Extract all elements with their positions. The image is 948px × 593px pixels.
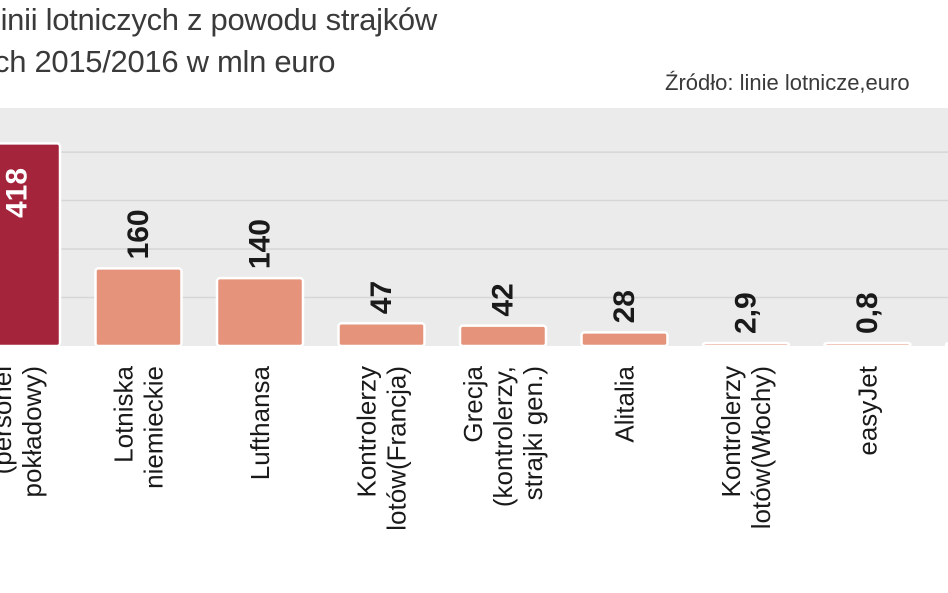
chart-title-line-1: linii lotniczych z powodu strajków — [0, 2, 437, 37]
category-label: (personel — [0, 366, 17, 474]
category-label: lotów(Francja) — [382, 366, 412, 531]
value-label: 418 — [1, 168, 34, 218]
category-label: Kontrolerzy — [716, 366, 746, 498]
value-label: 42 — [487, 283, 520, 316]
category-label: Alitalia — [610, 365, 640, 442]
value-label: 160 — [122, 209, 155, 259]
chart-source-note: Źródło: linie lotnicze,euro — [665, 70, 910, 95]
category-label: (kontrolerzy, — [488, 366, 518, 507]
category-label: easyJet — [853, 365, 883, 455]
category-label: Lotniska — [109, 365, 139, 462]
bar — [823, 341, 912, 348]
category-label: strajki gen.) — [518, 366, 548, 500]
bar — [458, 324, 548, 348]
bar — [215, 276, 305, 348]
value-label: 2,9 — [730, 292, 763, 334]
bar — [580, 331, 669, 348]
bar — [701, 341, 791, 348]
value-label: 140 — [244, 219, 277, 269]
category-label: Grecja — [458, 365, 488, 442]
category-label: niemieckie — [139, 366, 169, 489]
chart-title-line-2: ch 2015/2016 w mln euro — [0, 44, 336, 79]
bar — [0, 142, 62, 348]
bar — [94, 267, 183, 348]
category-label: Kontrolerzy — [352, 366, 382, 498]
category-label: pokładowy) — [17, 366, 47, 498]
bar — [337, 321, 426, 348]
value-label: 0,8 — [851, 292, 884, 334]
category-label: lotów(Włochy) — [746, 366, 776, 529]
value-label: 47 — [365, 281, 398, 314]
value-label: 28 — [608, 290, 641, 323]
category-label: Lufthansa — [245, 365, 275, 480]
